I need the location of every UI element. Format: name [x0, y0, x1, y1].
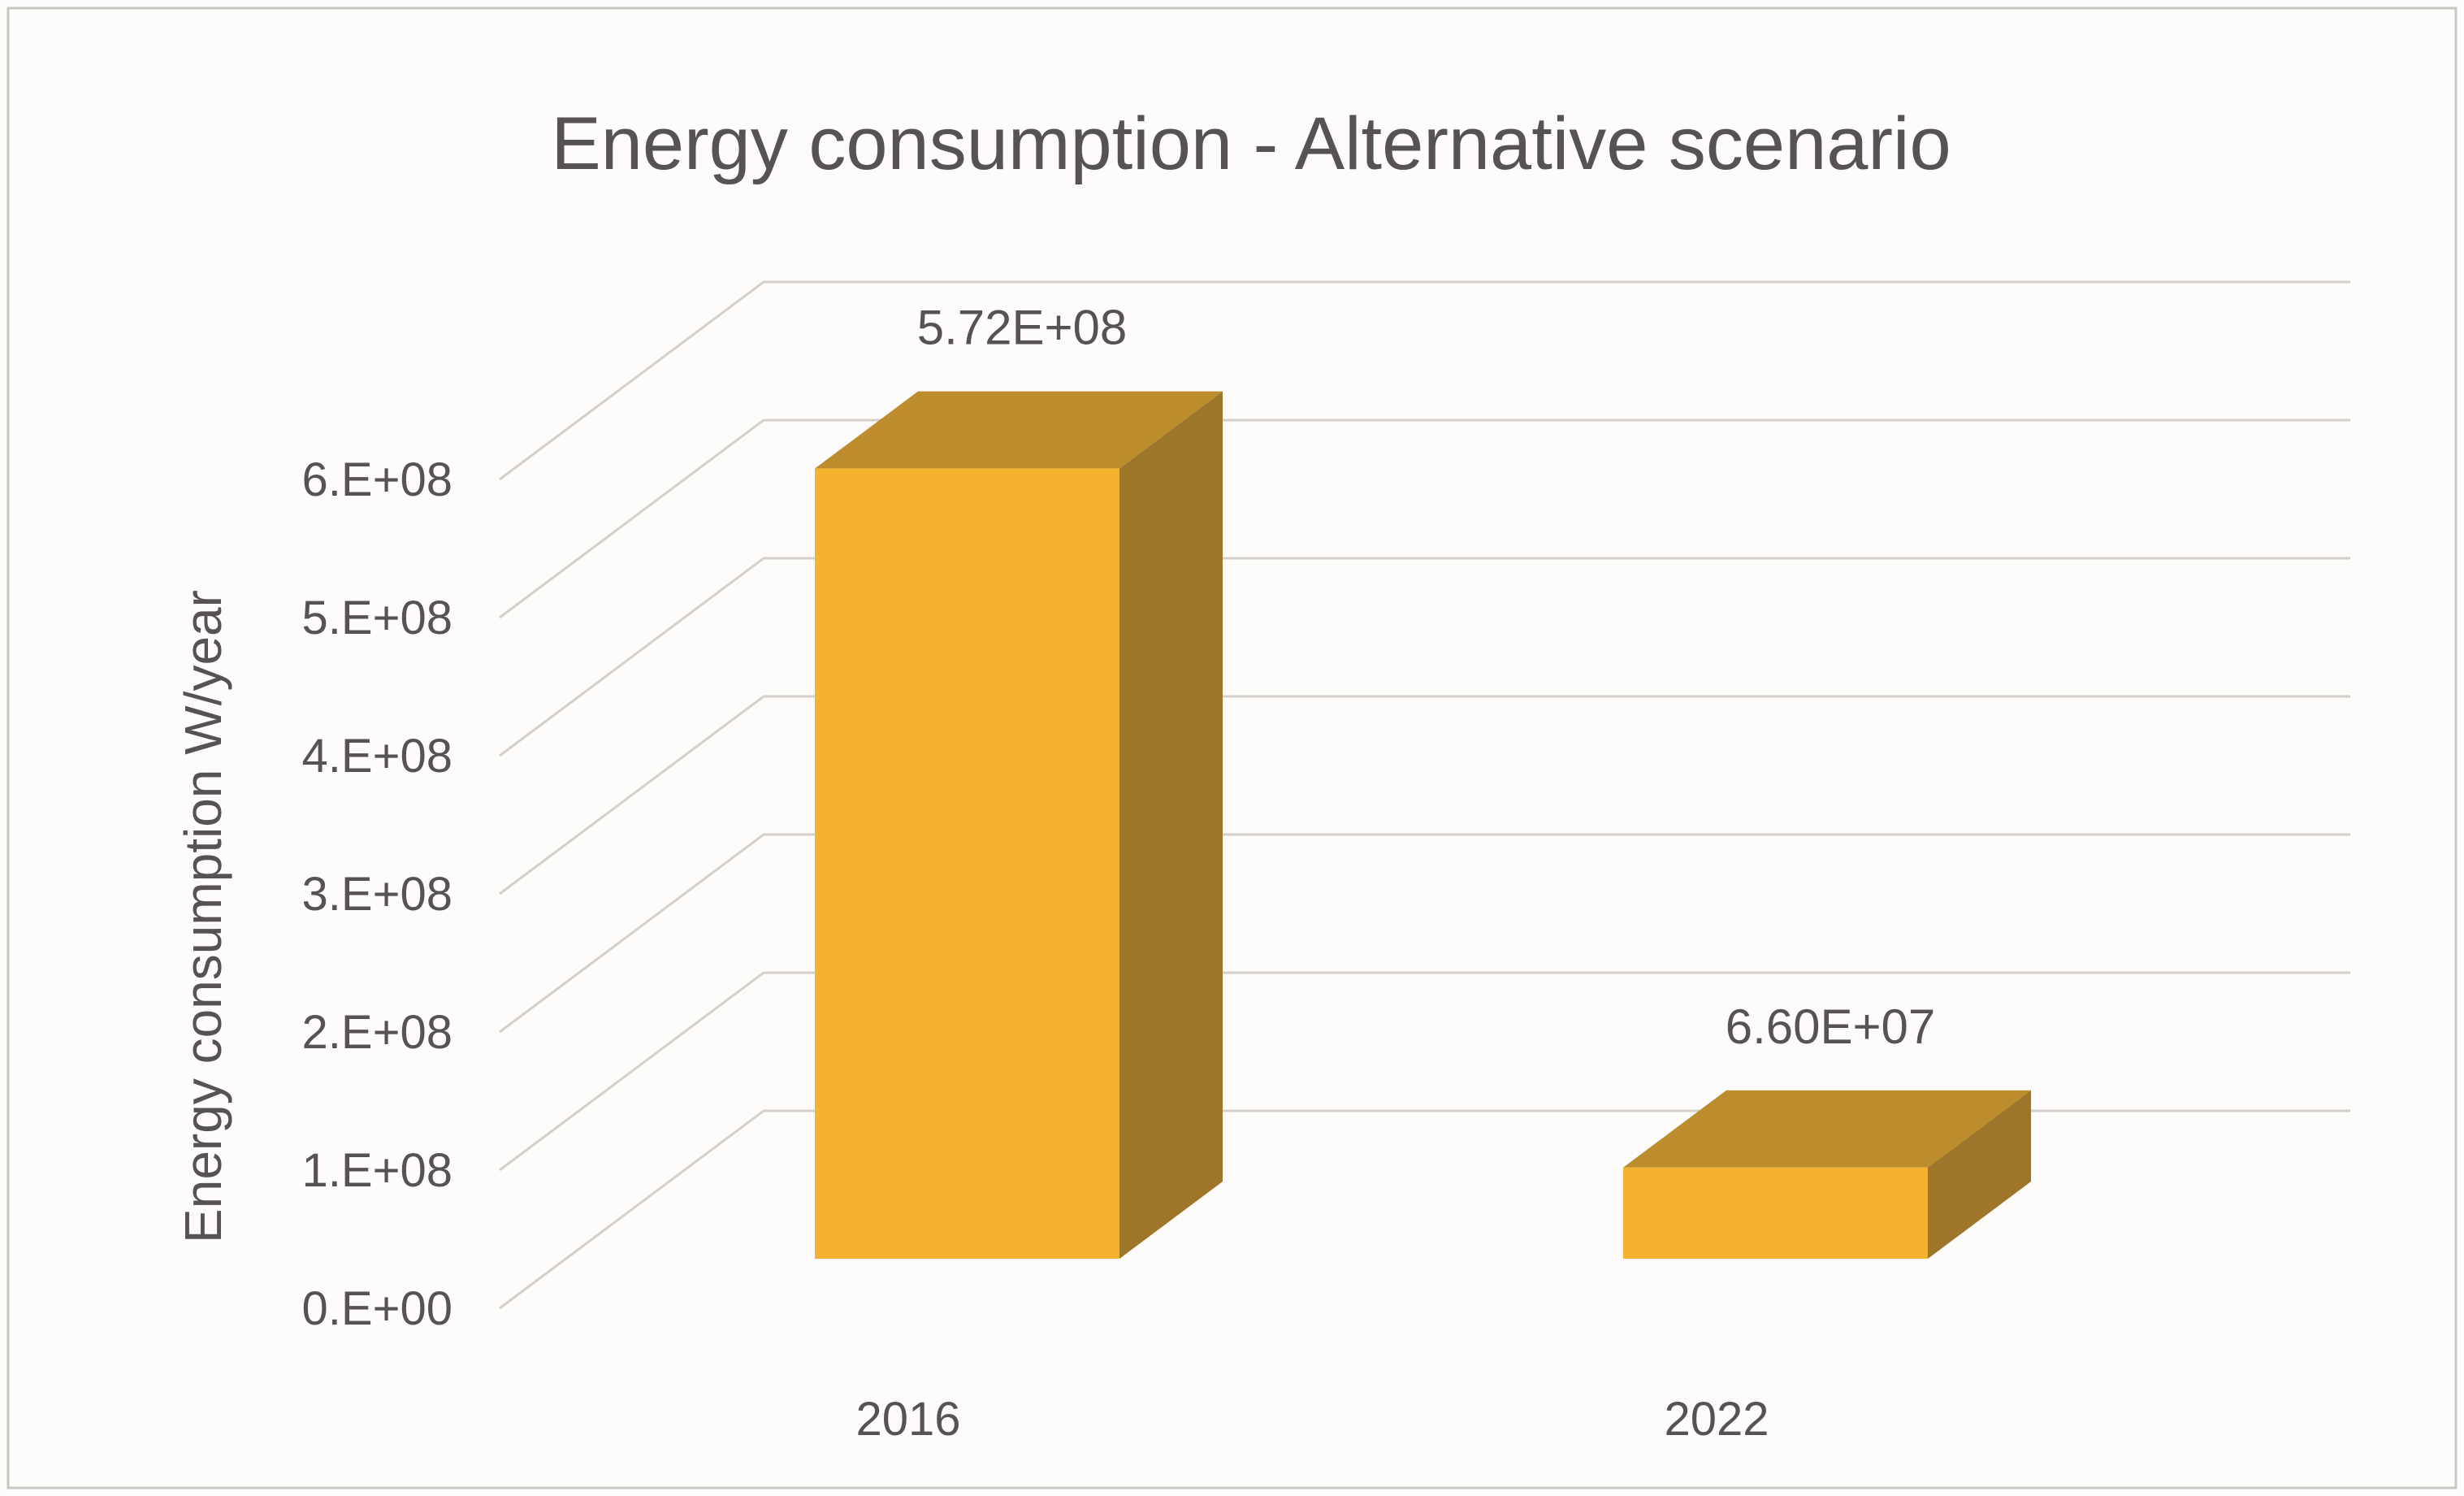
gridline-1.E+08	[499, 971, 2350, 1172]
value-label-2022: 6.60E+07	[1726, 1000, 1936, 1054]
y-tick-label-4.E+08: 4.E+08	[302, 730, 453, 783]
y-axis-title: Energy consumption W/year	[174, 590, 232, 1243]
y-tick-label-2.E+08: 2.E+08	[302, 1006, 453, 1059]
bar-side-face	[1928, 1090, 2031, 1259]
bars	[815, 391, 2031, 1260]
gridline-2.E+08	[499, 833, 2350, 1034]
chart-title: Energy consumption - Alternative scenari…	[551, 102, 1951, 185]
gridline-4.E+08	[499, 557, 2350, 757]
y-tick-label-6.E+08: 6.E+08	[302, 453, 453, 506]
bar-2022	[1623, 1090, 2031, 1259]
bar-2016	[815, 391, 1223, 1260]
bar-side-face	[1119, 391, 1223, 1260]
gridline-3.E+08	[499, 695, 2350, 895]
x-category-label-2022: 2022	[1664, 1393, 1769, 1446]
bar-top-face	[1623, 1090, 2031, 1168]
figure-border	[6, 7, 2458, 1489]
x-category-label-2016: 2016	[855, 1393, 960, 1446]
y-tick-labels: 0.E+00 1.E+08 2.E+08 3.E+08 4.E+08 5.E+08 6.E+…	[302, 453, 453, 1335]
bar-front-face	[815, 468, 1119, 1259]
gridline-6.E+08	[499, 280, 2350, 481]
bar-front-face	[1623, 1167, 1928, 1259]
gridline-5.E+08	[499, 418, 2350, 619]
value-label-2016: 5.72E+08	[917, 301, 1128, 355]
y-tick-label-1.E+08: 1.E+08	[302, 1144, 453, 1197]
bar-top-face	[815, 391, 1223, 469]
data-labels: 5.72E+08 2016 6.60E+07 2022	[855, 301, 1935, 1446]
y-tick-label-5.E+08: 5.E+08	[302, 592, 453, 644]
y-tick-label-3.E+08: 3.E+08	[302, 868, 453, 921]
y-tick-label-0.E+00: 0.E+00	[302, 1282, 453, 1335]
